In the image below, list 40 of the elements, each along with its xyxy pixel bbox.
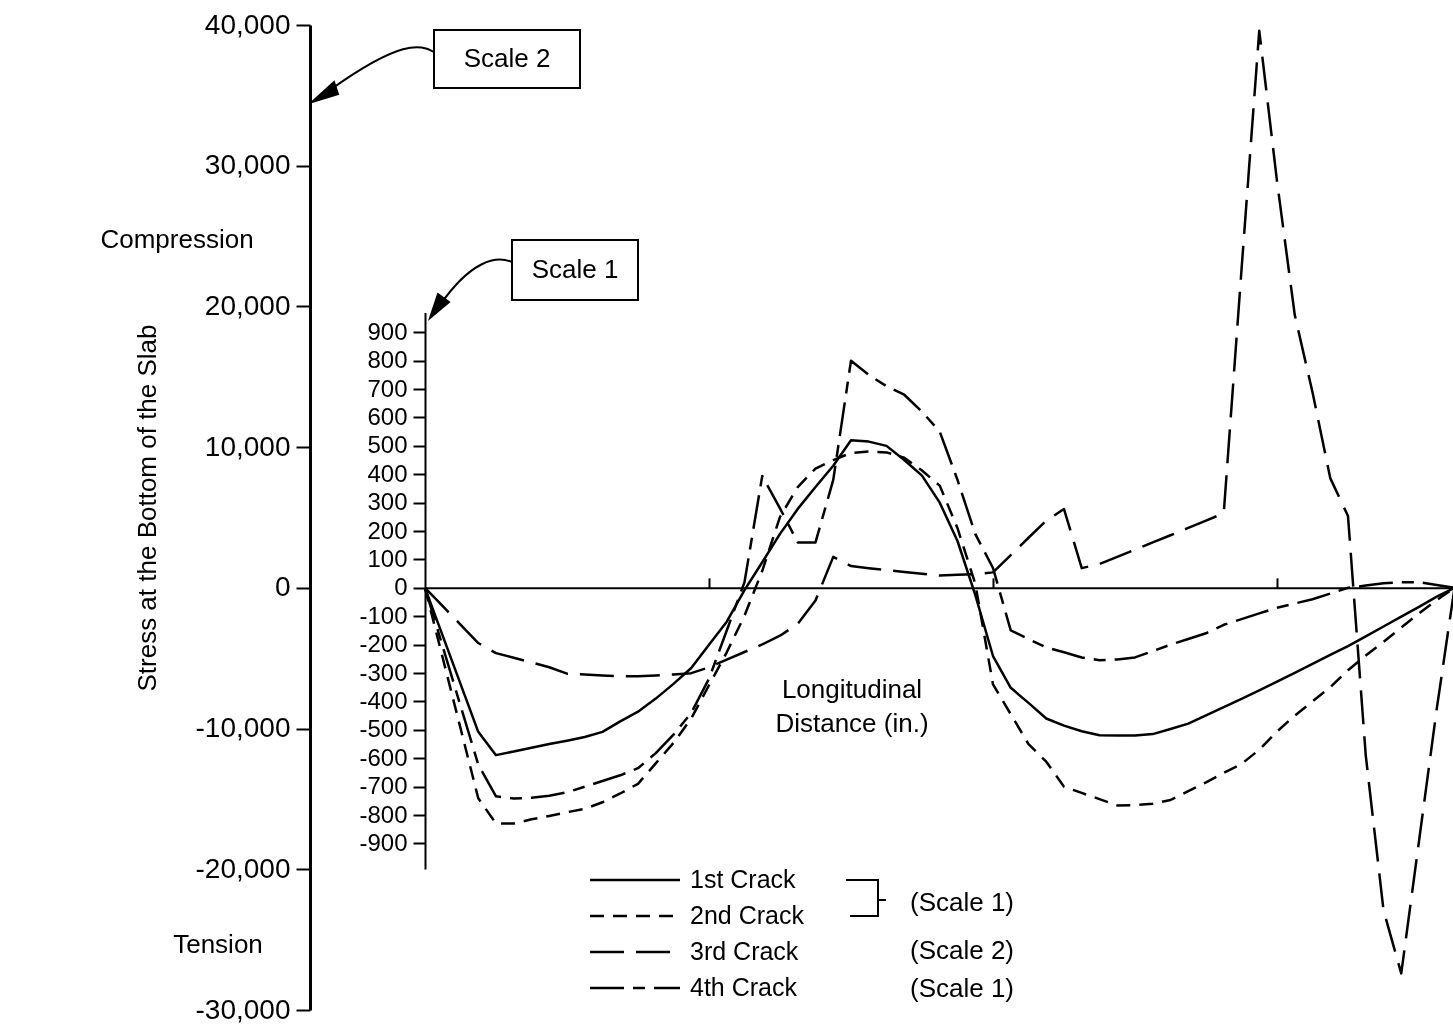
y2-tick-label: -800 xyxy=(359,800,408,828)
y2-tick-label: 600 xyxy=(367,402,408,430)
y2-tick-label: -500 xyxy=(359,715,408,743)
y2-tick-label: 900 xyxy=(367,317,408,345)
y2-tick-label: -400 xyxy=(359,686,408,714)
y2-tick-label: -600 xyxy=(359,743,408,771)
y-axis-title: Stress at the Bottom of the Slab xyxy=(131,324,162,692)
y2-tick-label: 100 xyxy=(367,544,408,572)
y2-tick-label: 400 xyxy=(367,459,408,487)
legend-label: 1st Crack xyxy=(690,865,797,893)
y2-tick-label: 800 xyxy=(367,346,408,374)
y2-tick-label: -100 xyxy=(359,601,408,629)
x-axis-title: Longitudinal Distance (in.) xyxy=(775,674,929,738)
y2-tick-label: -700 xyxy=(359,772,408,800)
y2-tick-label: 300 xyxy=(367,488,408,516)
y-tick-label: 10,000 xyxy=(204,430,291,462)
y-tick-label: -20,000 xyxy=(195,852,291,884)
annotation: (Scale 2) xyxy=(909,935,1015,965)
y2-tick-label: -300 xyxy=(359,658,408,686)
y-tick-label: -30,000 xyxy=(195,993,291,1025)
y-tick-label: 0 xyxy=(274,571,291,603)
y-tick-label: 30,000 xyxy=(204,149,291,181)
y2-tick-label: 0 xyxy=(394,573,408,601)
text: Tension xyxy=(173,929,263,959)
y2-tick-label: -900 xyxy=(359,828,408,856)
annotation: Scale 1 xyxy=(531,254,619,284)
y-tick-label: 40,000 xyxy=(204,8,291,40)
text: Compression xyxy=(100,224,254,254)
annotation: (Scale 1) xyxy=(909,887,1015,917)
y2-tick-label: 200 xyxy=(367,516,408,544)
y2-tick-label: 500 xyxy=(367,431,408,459)
y2-tick-label: -200 xyxy=(359,630,408,658)
legend-label: 4th Crack xyxy=(690,973,798,1001)
annotation: (Scale 1) xyxy=(909,973,1015,1003)
y-tick-label: -10,000 xyxy=(195,712,291,744)
legend-label: 2nd Crack xyxy=(690,901,805,929)
y-tick-label: 20,000 xyxy=(204,289,291,321)
annotation: Scale 2 xyxy=(463,43,551,73)
y2-tick-label: 700 xyxy=(367,374,408,402)
legend-label: 3rd Crack xyxy=(690,937,799,965)
